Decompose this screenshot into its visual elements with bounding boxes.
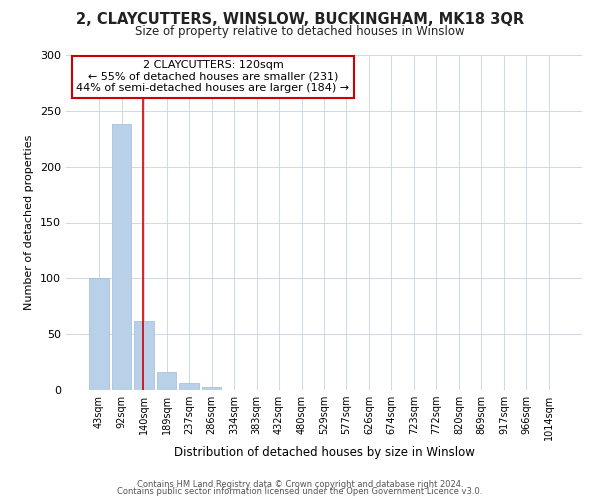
Y-axis label: Number of detached properties: Number of detached properties (25, 135, 34, 310)
Text: Contains public sector information licensed under the Open Government Licence v3: Contains public sector information licen… (118, 488, 482, 496)
Bar (112, 124, 131, 390)
Text: Contains HM Land Registry data © Crown copyright and database right 2024.: Contains HM Land Registry data © Crown c… (137, 480, 463, 489)
Bar (179, 384, 199, 390)
Bar (134, 321, 154, 390)
Text: 2, CLAYCUTTERS, WINSLOW, BUCKINGHAM, MK18 3QR: 2, CLAYCUTTERS, WINSLOW, BUCKINGHAM, MK1… (76, 12, 524, 28)
Text: 2 CLAYCUTTERS: 120sqm
← 55% of detached houses are smaller (231)
44% of semi-det: 2 CLAYCUTTERS: 120sqm ← 55% of detached … (76, 60, 350, 93)
Bar (89, 278, 109, 390)
Text: Size of property relative to detached houses in Winslow: Size of property relative to detached ho… (135, 25, 465, 38)
Bar (157, 372, 176, 390)
X-axis label: Distribution of detached houses by size in Winslow: Distribution of detached houses by size … (173, 446, 475, 458)
Bar (202, 386, 221, 390)
